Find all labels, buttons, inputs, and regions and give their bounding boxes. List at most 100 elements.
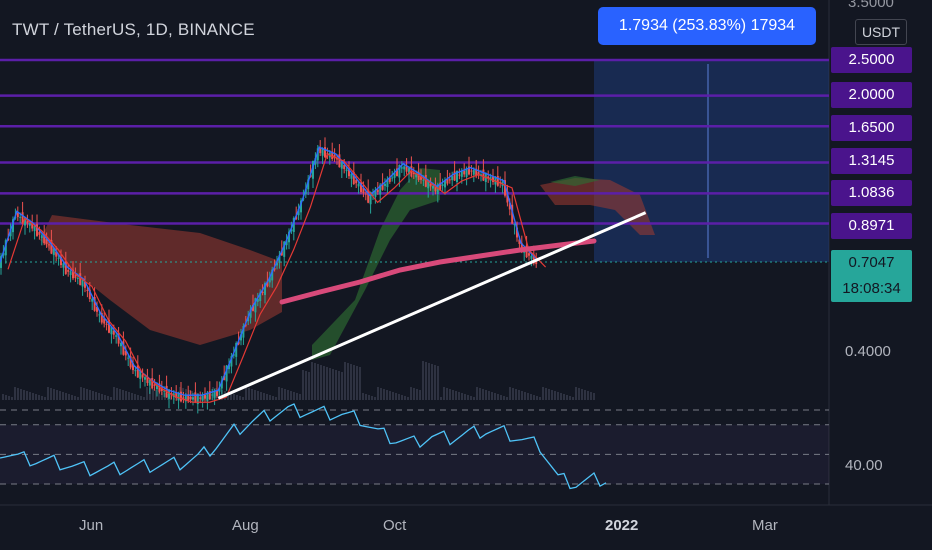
- candle-body: [19, 216, 22, 218]
- volume-bar: [68, 394, 70, 400]
- candle-body: [472, 170, 475, 175]
- volume-bar: [452, 390, 454, 400]
- candle-body: [244, 324, 247, 326]
- candle-body: [492, 176, 494, 182]
- volume-bar: [425, 362, 427, 400]
- candle-body: [52, 248, 55, 256]
- rsi-axis-label: 40.00: [845, 457, 883, 474]
- volume-bar: [272, 396, 274, 400]
- candle-body: [247, 317, 250, 322]
- volume-bar: [35, 394, 37, 400]
- candle-body: [362, 187, 365, 194]
- volume-bar: [470, 396, 472, 400]
- volume-bar: [482, 389, 484, 400]
- volume-bar: [533, 395, 535, 400]
- candle-body: [465, 168, 468, 177]
- candle-body: [285, 240, 288, 246]
- volume-bar: [539, 397, 541, 400]
- candle-body: [278, 255, 281, 263]
- volume-bar: [473, 397, 475, 400]
- candle-body: [38, 232, 41, 235]
- candle-body: [391, 177, 394, 179]
- volume-bar: [407, 397, 409, 400]
- volume-bar: [242, 397, 244, 400]
- candle-body: [129, 356, 132, 368]
- level-tag-0-8971: 0.8971: [831, 213, 912, 239]
- candle-body: [331, 151, 334, 160]
- volume-bar: [254, 390, 256, 400]
- volume-bar: [50, 388, 52, 400]
- volume-bar: [200, 394, 202, 400]
- level-tag-1-65: 1.6500: [831, 115, 912, 141]
- candle-body: [132, 363, 134, 371]
- candle-body: [194, 392, 197, 403]
- candle-body: [475, 168, 478, 177]
- candle-body: [153, 384, 156, 386]
- volume-bar: [392, 392, 394, 400]
- volume-bar: [518, 390, 520, 400]
- volume-bar: [551, 390, 553, 400]
- candle-body: [134, 370, 137, 372]
- bar-countdown-tag: 18:08:34: [831, 276, 912, 302]
- candle-body: [213, 391, 216, 398]
- level-tag-1-3145: 1.3145: [831, 148, 912, 174]
- candle-body: [177, 393, 180, 401]
- candle-body: [208, 390, 211, 400]
- chart-title: TWT / TetherUS, 1D, BINANCE: [12, 20, 255, 39]
- volume-bar: [488, 391, 490, 400]
- candle-body: [225, 365, 228, 382]
- volume-bar: [155, 390, 157, 400]
- candle-body: [45, 239, 48, 245]
- candle-body: [261, 291, 264, 293]
- volume-bar: [14, 387, 16, 400]
- candle-body: [333, 154, 336, 159]
- volume-bar: [296, 393, 298, 400]
- volume-bar: [389, 391, 391, 400]
- x-label-2022: 2022: [605, 517, 639, 534]
- volume-bar: [581, 389, 583, 400]
- candle-body: [482, 169, 485, 181]
- candle-body: [316, 148, 319, 161]
- candle-body: [369, 192, 372, 205]
- volume-bar: [458, 392, 460, 400]
- x-label-mar: Mar: [752, 517, 778, 534]
- candle-body: [69, 271, 72, 276]
- candle-body: [448, 179, 451, 181]
- candle-body: [398, 164, 401, 178]
- candle-body: [189, 396, 192, 400]
- x-label-aug: Aug: [232, 517, 259, 534]
- volume-bar: [164, 393, 166, 400]
- level-tag-1-0836: 1.0836: [831, 180, 912, 206]
- volume-bar: [176, 397, 178, 400]
- candle-body: [400, 167, 403, 169]
- volume-bar: [563, 394, 565, 400]
- volume-bar: [302, 370, 304, 400]
- measure-tooltip: 1.7934 (253.83%) 17934: [598, 7, 816, 45]
- volume-bar: [110, 397, 112, 400]
- volume-bar: [413, 388, 415, 400]
- candle-body: [124, 350, 127, 356]
- candle-body: [184, 395, 187, 402]
- volume-bar: [578, 388, 580, 400]
- volume-bar: [146, 387, 148, 400]
- candle-body: [412, 172, 415, 175]
- volume-bar: [125, 391, 127, 400]
- volume-bar: [140, 396, 142, 400]
- currency-unit-button[interactable]: USDT: [855, 19, 907, 45]
- candle-body: [487, 176, 490, 179]
- rsi-line: [0, 403, 607, 490]
- candle-body: [463, 170, 466, 175]
- volume-bar: [161, 392, 163, 400]
- candle-body: [292, 218, 295, 232]
- volume-bar: [566, 395, 568, 400]
- volume-bar: [335, 370, 337, 400]
- candle-body: [252, 304, 254, 311]
- volume-bar: [338, 371, 340, 400]
- candle-body: [288, 231, 290, 243]
- volume-bar: [464, 394, 466, 400]
- volume-bar: [560, 393, 562, 400]
- volume-bar: [293, 392, 295, 400]
- candle-body: [235, 343, 238, 357]
